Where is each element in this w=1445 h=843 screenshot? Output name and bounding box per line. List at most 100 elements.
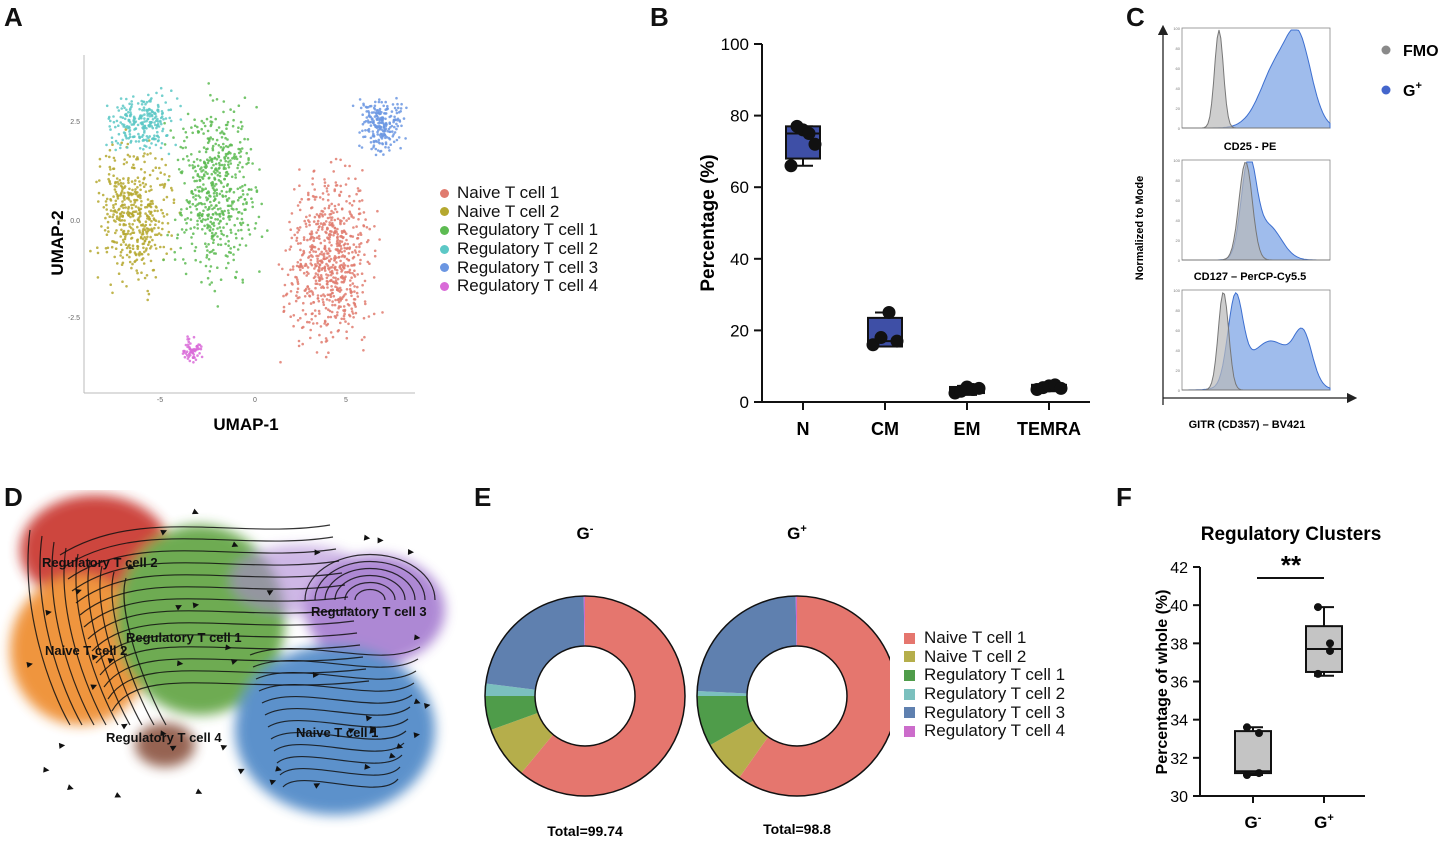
umap-point bbox=[154, 276, 158, 279]
umap-point bbox=[207, 190, 210, 193]
umap-point bbox=[318, 277, 321, 280]
umap-point bbox=[316, 257, 319, 261]
panel-label-f: F bbox=[1116, 482, 1132, 512]
umap-point bbox=[183, 139, 186, 143]
box-f-ytick-label: 32 bbox=[1170, 751, 1188, 768]
umap-point bbox=[227, 211, 230, 215]
umap-point bbox=[382, 153, 385, 156]
donut-slice bbox=[697, 596, 797, 694]
umap-point bbox=[326, 198, 330, 202]
umap-point bbox=[232, 155, 236, 158]
umap-point bbox=[247, 188, 251, 191]
umap-point bbox=[209, 120, 212, 123]
umap-point bbox=[157, 226, 160, 230]
umap-point bbox=[332, 294, 336, 298]
umap-point bbox=[198, 150, 201, 153]
legend-label: Regulatory T cell 2 bbox=[457, 239, 599, 259]
umap-point bbox=[199, 159, 202, 162]
streamline-arrow bbox=[45, 609, 52, 616]
umap-point bbox=[376, 149, 380, 152]
umap-point bbox=[332, 280, 336, 284]
umap-point bbox=[232, 110, 236, 113]
umap-point bbox=[352, 316, 355, 319]
umap-point bbox=[314, 250, 318, 254]
umap-point bbox=[218, 212, 222, 216]
streamline bbox=[95, 632, 358, 664]
umap-point bbox=[318, 263, 322, 267]
umap-point bbox=[198, 216, 201, 220]
umap-point bbox=[144, 212, 147, 215]
umap-point bbox=[345, 238, 348, 242]
box-b-ytick-label: 0 bbox=[740, 393, 749, 412]
umap-point bbox=[359, 233, 363, 236]
umap-point bbox=[400, 124, 403, 128]
umap-point bbox=[150, 219, 153, 223]
umap-point bbox=[131, 135, 135, 139]
legend-label: Naive T cell 2 bbox=[924, 646, 1027, 666]
umap-point bbox=[176, 233, 180, 236]
umap-point bbox=[204, 242, 207, 245]
umap-point bbox=[108, 148, 112, 152]
umap-point bbox=[293, 188, 296, 191]
umap-a-points bbox=[89, 82, 408, 364]
umap-point bbox=[214, 211, 217, 214]
umap-point bbox=[211, 228, 215, 231]
umap-point bbox=[351, 272, 354, 275]
umap-point bbox=[115, 215, 119, 218]
umap-point bbox=[128, 246, 132, 250]
umap-point bbox=[204, 232, 207, 235]
umap-point bbox=[167, 152, 171, 156]
umap-point bbox=[240, 212, 244, 215]
umap-a-ytick: -2.5 bbox=[68, 315, 80, 322]
umap-point bbox=[297, 344, 301, 348]
box-f-ytick-label: 34 bbox=[1170, 713, 1188, 730]
umap-point bbox=[322, 222, 326, 225]
umap-point bbox=[318, 237, 321, 241]
umap-point bbox=[240, 217, 244, 221]
umap-point bbox=[105, 197, 109, 201]
umap-point bbox=[325, 190, 329, 193]
legend-swatch bbox=[904, 707, 915, 719]
umap-point bbox=[148, 120, 152, 124]
umap-point bbox=[140, 114, 144, 117]
umap-point bbox=[177, 168, 181, 171]
umap-point bbox=[382, 104, 386, 108]
umap-point bbox=[327, 206, 331, 210]
umap-point bbox=[309, 302, 313, 305]
umap-point bbox=[345, 257, 349, 261]
umap-point bbox=[179, 104, 182, 108]
umap-point bbox=[364, 218, 367, 221]
umap-point bbox=[113, 184, 116, 188]
umap-point bbox=[209, 265, 213, 268]
umap-point bbox=[198, 185, 202, 189]
umap-point bbox=[329, 160, 333, 164]
umap-point bbox=[317, 309, 321, 313]
box-f-box bbox=[1234, 730, 1272, 775]
umap-point bbox=[247, 157, 250, 160]
umap-point bbox=[321, 213, 324, 216]
umap-point bbox=[231, 202, 234, 205]
streamline bbox=[39, 535, 83, 726]
umap-point bbox=[309, 262, 313, 265]
umap-point bbox=[112, 206, 115, 209]
umap-point bbox=[107, 230, 110, 233]
umap-point bbox=[114, 125, 117, 129]
umap-point bbox=[347, 304, 351, 307]
umap-point bbox=[373, 249, 377, 253]
umap-point bbox=[372, 312, 376, 316]
umap-point bbox=[128, 135, 132, 139]
umap-point bbox=[324, 220, 328, 223]
umap-point bbox=[143, 276, 147, 280]
umap-point bbox=[126, 178, 130, 182]
umap-point bbox=[122, 177, 125, 180]
donut-slice bbox=[583, 596, 585, 647]
umap-point bbox=[201, 218, 205, 221]
umap-point bbox=[163, 173, 166, 176]
umap-point bbox=[378, 238, 381, 241]
umap-point bbox=[308, 294, 311, 298]
umap-point bbox=[313, 215, 317, 219]
umap-point bbox=[310, 244, 314, 247]
umap-point bbox=[315, 351, 319, 354]
flow-c-ytick: 80 bbox=[1176, 178, 1181, 183]
umap-point bbox=[120, 263, 124, 267]
